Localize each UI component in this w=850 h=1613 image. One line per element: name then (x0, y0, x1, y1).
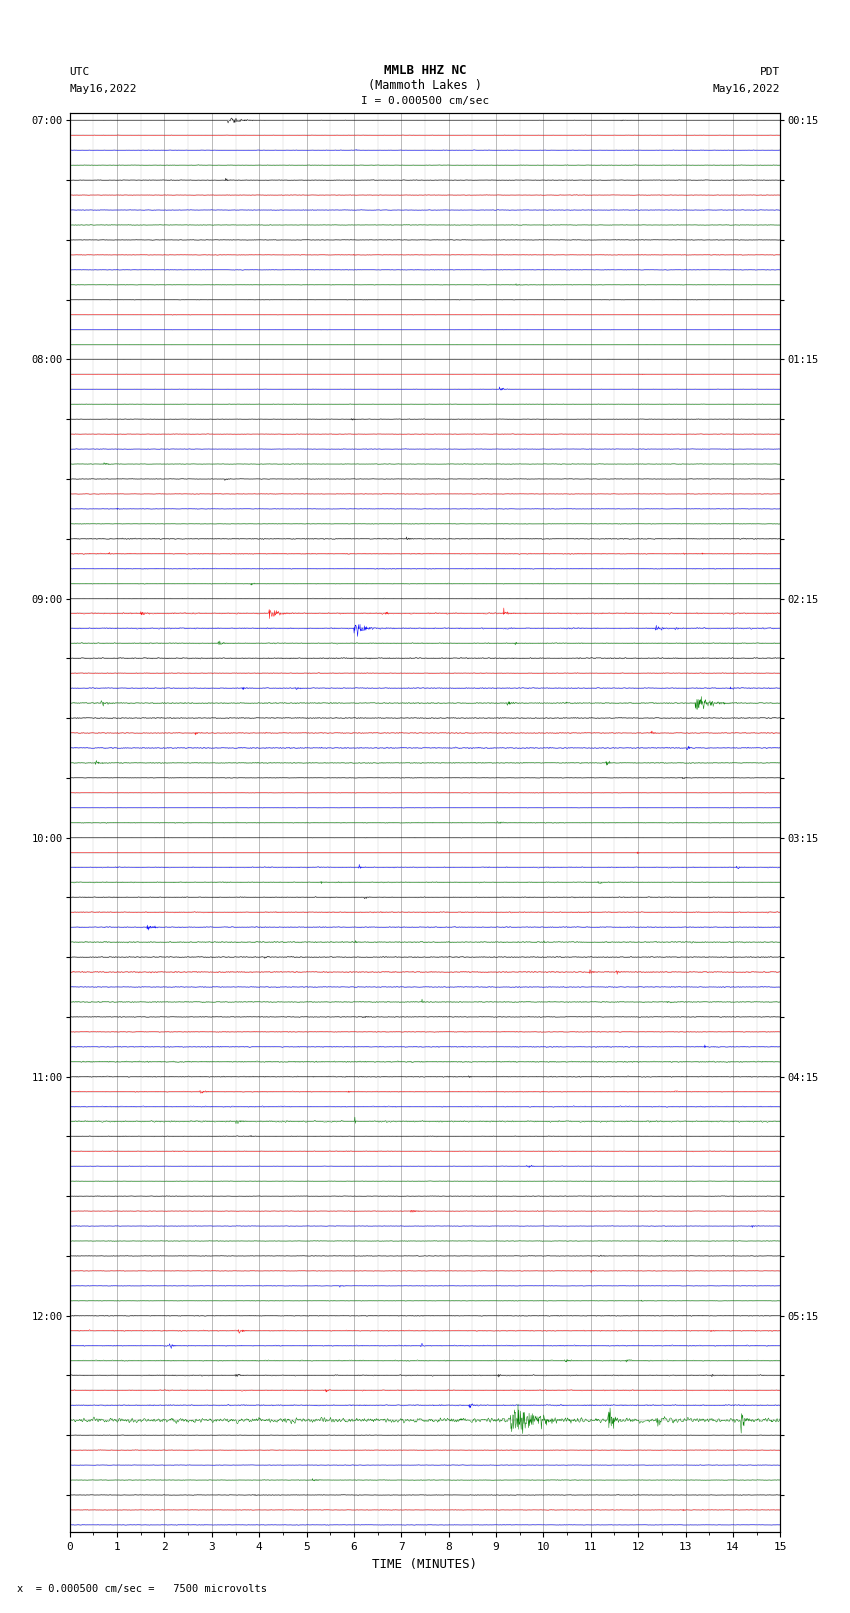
Text: May16,2022: May16,2022 (70, 84, 137, 94)
Text: (Mammoth Lakes ): (Mammoth Lakes ) (368, 79, 482, 92)
X-axis label: TIME (MINUTES): TIME (MINUTES) (372, 1558, 478, 1571)
Text: MMLB HHZ NC: MMLB HHZ NC (383, 65, 467, 77)
Text: UTC: UTC (70, 68, 90, 77)
Text: I = 0.000500 cm/sec: I = 0.000500 cm/sec (361, 97, 489, 106)
Text: PDT: PDT (760, 68, 780, 77)
Text: x  = 0.000500 cm/sec =   7500 microvolts: x = 0.000500 cm/sec = 7500 microvolts (17, 1584, 267, 1594)
Text: May16,2022: May16,2022 (713, 84, 780, 94)
